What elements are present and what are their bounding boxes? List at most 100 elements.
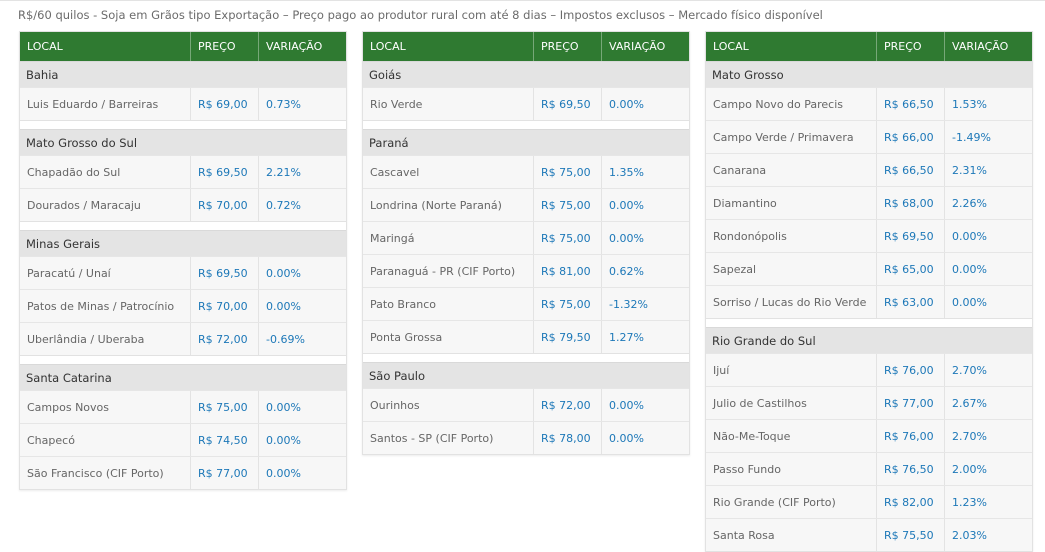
table-row: Ourinhos R$ 72,00 0.00% <box>363 388 689 421</box>
location-cell: Paracatú / Unaí <box>27 266 111 280</box>
group-header: Mato Grosso do Sul <box>20 129 346 155</box>
table-row: Não-Me-Toque R$ 76,00 2.70% <box>706 419 1032 452</box>
location-cell: Rondonópolis <box>713 229 787 243</box>
header-price: PREÇO <box>533 32 601 61</box>
price-cell: R$ 72,00 <box>190 323 258 355</box>
change-cell: 0.62% <box>601 255 689 287</box>
group-header: Minas Gerais <box>20 230 346 256</box>
change-cell: 0.00% <box>601 222 689 254</box>
table-row: Rio Grande (CIF Porto) R$ 82,00 1.23% <box>706 485 1032 518</box>
table-row: São Francisco (CIF Porto) R$ 77,00 0.00% <box>20 456 346 489</box>
location-cell: Passo Fundo <box>713 462 781 476</box>
table-row: Rondonópolis R$ 69,50 0.00% <box>706 219 1032 252</box>
group-spacer <box>20 221 346 230</box>
table-row: Passo Fundo R$ 76,50 2.00% <box>706 452 1032 485</box>
change-cell: 2.03% <box>944 519 1032 551</box>
location-cell: Patos de Minas / Patrocínio <box>27 299 175 313</box>
table-header: LOCAL PREÇO VARIAÇÃO <box>363 32 689 61</box>
price-cell: R$ 75,00 <box>533 156 601 188</box>
table-row: Ijuí R$ 76,00 2.70% <box>706 353 1032 386</box>
table-row: Campo Novo do Parecis R$ 66,50 1.53% <box>706 87 1032 120</box>
table-row: Luis Eduardo / Barreiras R$ 69,00 0.73% <box>20 87 346 120</box>
table-row: Julio de Castilhos R$ 77,00 2.67% <box>706 386 1032 419</box>
location-cell: Sapezal <box>713 262 757 276</box>
price-cell: R$ 76,50 <box>876 453 944 485</box>
location-cell: Canarana <box>713 163 767 177</box>
header-local: LOCAL <box>370 40 406 53</box>
header-change: VARIAÇÃO <box>601 32 689 61</box>
price-cell: R$ 72,00 <box>533 389 601 421</box>
table-row: Pato Branco R$ 75,00 -1.32% <box>363 287 689 320</box>
price-cell: R$ 82,00 <box>876 486 944 518</box>
group-spacer <box>706 318 1032 327</box>
price-table-1: LOCAL PREÇO VARIAÇÃO Bahia Luis Eduardo … <box>19 31 347 490</box>
table-row: Chapadão do Sul R$ 69,50 2.21% <box>20 155 346 188</box>
group-header: Goiás <box>363 61 689 87</box>
table-row: Dourados / Maracaju R$ 70,00 0.72% <box>20 188 346 221</box>
location-cell: Santos - SP (CIF Porto) <box>370 431 494 445</box>
page-caption: R$/60 quilos - Soja em Grãos tipo Export… <box>18 8 823 22</box>
price-cell: R$ 75,00 <box>533 222 601 254</box>
change-cell: -1.32% <box>601 288 689 320</box>
change-cell: 2.31% <box>944 154 1032 186</box>
change-cell: 1.53% <box>944 88 1032 120</box>
change-cell: 0.00% <box>944 286 1032 318</box>
table-row: Diamantino R$ 68,00 2.26% <box>706 186 1032 219</box>
change-cell: 1.23% <box>944 486 1032 518</box>
change-cell: -1.49% <box>944 121 1032 153</box>
location-cell: Maringá <box>370 231 415 245</box>
location-cell: Rio Verde <box>370 97 423 111</box>
header-price: PREÇO <box>190 32 258 61</box>
price-cell: R$ 69,00 <box>190 88 258 120</box>
group-header: Mato Grosso <box>706 61 1032 87</box>
price-table-2: LOCAL PREÇO VARIAÇÃO Goiás Rio Verde R$ … <box>362 31 690 455</box>
change-cell: 0.00% <box>601 189 689 221</box>
price-cell: R$ 70,00 <box>190 189 258 221</box>
group-header: São Paulo <box>363 362 689 388</box>
price-cell: R$ 69,50 <box>876 220 944 252</box>
header-local: LOCAL <box>27 40 63 53</box>
price-cell: R$ 74,50 <box>190 424 258 456</box>
table-row: Cascavel R$ 75,00 1.35% <box>363 155 689 188</box>
group-spacer <box>363 353 689 362</box>
price-cell: R$ 66,50 <box>876 154 944 186</box>
price-cell: R$ 77,00 <box>876 387 944 419</box>
group-spacer <box>20 120 346 129</box>
table-row: Canarana R$ 66,50 2.31% <box>706 153 1032 186</box>
change-cell: 2.67% <box>944 387 1032 419</box>
group-header: Rio Grande do Sul <box>706 327 1032 353</box>
table-header: LOCAL PREÇO VARIAÇÃO <box>706 32 1032 61</box>
table-row: Uberlândia / Uberaba R$ 72,00 -0.69% <box>20 322 346 355</box>
price-cell: R$ 75,00 <box>190 391 258 423</box>
table-row: Campos Novos R$ 75,00 0.00% <box>20 390 346 423</box>
price-cell: R$ 78,00 <box>533 422 601 454</box>
location-cell: Londrina (Norte Paraná) <box>370 198 502 212</box>
location-cell: Sorriso / Lucas do Rio Verde <box>713 295 867 309</box>
header-change: VARIAÇÃO <box>258 32 346 61</box>
change-cell: 2.70% <box>944 354 1032 386</box>
change-cell: 1.27% <box>601 321 689 353</box>
change-cell: 0.00% <box>258 391 346 423</box>
location-cell: Diamantino <box>713 196 777 210</box>
location-cell: Chapadão do Sul <box>27 165 121 179</box>
location-cell: Julio de Castilhos <box>713 396 807 410</box>
change-cell: 2.00% <box>944 453 1032 485</box>
change-cell: 0.00% <box>258 457 346 489</box>
price-table-3: LOCAL PREÇO VARIAÇÃO Mato Grosso Campo N… <box>705 31 1033 552</box>
price-cell: R$ 68,00 <box>876 187 944 219</box>
change-cell: 2.26% <box>944 187 1032 219</box>
price-cell: R$ 69,50 <box>190 257 258 289</box>
table-row: Campo Verde / Primavera R$ 66,00 -1.49% <box>706 120 1032 153</box>
change-cell: 0.73% <box>258 88 346 120</box>
change-cell: 2.70% <box>944 420 1032 452</box>
table-row: Londrina (Norte Paraná) R$ 75,00 0.00% <box>363 188 689 221</box>
change-cell: 0.00% <box>601 88 689 120</box>
table-row: Sapezal R$ 65,00 0.00% <box>706 252 1032 285</box>
price-cell: R$ 69,50 <box>533 88 601 120</box>
change-cell: 2.21% <box>258 156 346 188</box>
table-row: Rio Verde R$ 69,50 0.00% <box>363 87 689 120</box>
group-spacer <box>20 355 346 364</box>
change-cell: 0.00% <box>258 290 346 322</box>
change-cell: 0.00% <box>601 389 689 421</box>
header-local: LOCAL <box>713 40 749 53</box>
